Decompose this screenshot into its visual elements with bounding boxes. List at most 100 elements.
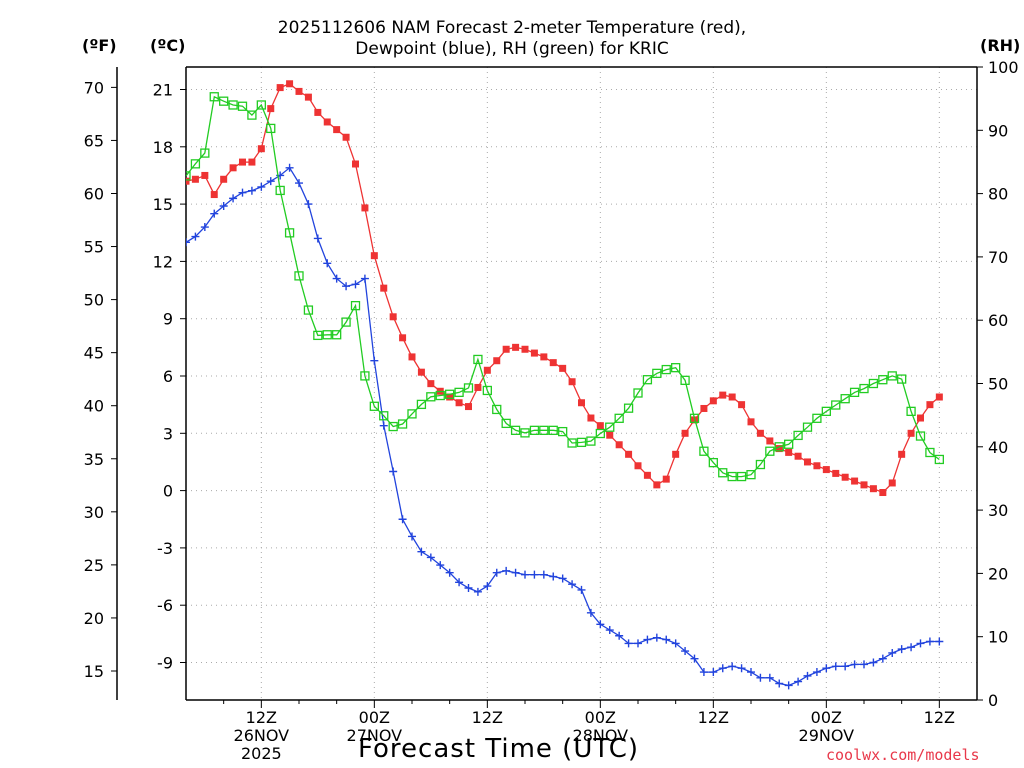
dewpoint-point (530, 570, 539, 579)
2-meter-temperature-point (191, 175, 199, 183)
dewpoint-point (238, 188, 247, 197)
rh-tick-label: 100 (988, 58, 1019, 77)
dewpoint-point (200, 223, 209, 232)
relative-humidity-point (416, 399, 427, 410)
dewpoint-point (586, 608, 595, 617)
2-meter-temperature-point (822, 466, 830, 474)
dewpoint-point (916, 639, 925, 648)
celsius-tick-label: -3 (157, 539, 173, 558)
dewpoint-point (511, 568, 520, 577)
2-meter-temperature-point (907, 429, 915, 437)
2-meter-temperature-point (653, 481, 661, 489)
dewpoint-point (342, 282, 351, 291)
relative-humidity-point (303, 305, 314, 315)
relative-humidity-point (379, 411, 389, 421)
fahrenheit-tick-label: 20 (84, 609, 104, 628)
dewpoint-point (502, 566, 511, 575)
relative-humidity-point (680, 375, 690, 385)
dewpoint-point (812, 668, 821, 677)
relative-humidity-point (915, 431, 926, 441)
2-meter-temperature-point (417, 368, 425, 376)
2-meter-temperature-point (361, 204, 369, 212)
x-tick-label: 12Z (924, 708, 955, 727)
2-meter-temperature-point (775, 445, 783, 453)
dewpoint-point (850, 660, 859, 669)
2-meter-temperature-point (559, 364, 567, 372)
dewpoint-point (662, 635, 671, 644)
2-meter-temperature-point (869, 485, 877, 493)
2-meter-temperature-point (229, 164, 237, 172)
relative-humidity-point (435, 390, 445, 401)
relative-humidity-point (190, 159, 201, 169)
fahrenheit-tick-label: 65 (84, 131, 104, 150)
celsius-tick-label: 9 (163, 310, 173, 329)
2-meter-temperature-point (389, 313, 397, 321)
relative-humidity-point (586, 436, 596, 446)
celsius-tick-label: 15 (153, 195, 173, 214)
2-meter-temperature-point (766, 437, 774, 445)
relative-humidity-point (426, 392, 436, 402)
relative-humidity-point (228, 100, 238, 110)
relative-humidity-point (897, 374, 907, 384)
2-meter-temperature-point (201, 171, 209, 179)
relative-humidity-point (821, 406, 831, 417)
2-meter-temperature-point (832, 469, 840, 477)
dewpoint-point (295, 179, 303, 188)
relative-humidity-point (802, 422, 813, 432)
relative-humidity-point (765, 446, 775, 456)
dewpoint-point (408, 532, 416, 541)
dewpoint-point (210, 209, 219, 218)
2-meter-temperature-point (483, 366, 491, 374)
dewpoint-point (445, 568, 454, 577)
2-meter-temperature-point (587, 414, 595, 422)
relative-humidity-point (793, 430, 803, 441)
relative-humidity-point (859, 383, 869, 394)
2-meter-temperature-point (935, 393, 943, 401)
2-meter-temperature-point (615, 441, 623, 449)
dewpoint-point (455, 578, 464, 587)
2-meter-temperature-point (465, 403, 472, 411)
relative-humidity-line (186, 95, 940, 478)
2-meter-temperature-point (304, 93, 312, 101)
dewpoint-point (483, 582, 492, 591)
2-meter-temperature-point (813, 462, 821, 470)
2-meter-temperature-point (596, 422, 604, 430)
dewpoint-point (907, 643, 916, 652)
dewpoint-point (360, 274, 369, 283)
2-meter-temperature-point (549, 359, 557, 367)
2-meter-temperature-point (352, 160, 359, 168)
relative-humidity-point (186, 171, 191, 181)
relative-humidity-point (614, 413, 624, 423)
2-meter-temperature-point (888, 479, 896, 487)
2-meter-temperature-point (427, 380, 435, 388)
relative-humidity-point (755, 459, 766, 470)
2-meter-temperature-point (342, 133, 350, 141)
rh-tick-label: 30 (988, 501, 1008, 520)
2-meter-temperature-point (728, 393, 736, 401)
2-meter-temperature-point (210, 191, 218, 199)
2-meter-temperature-point (257, 145, 265, 153)
x-tick-label: 29NOV (799, 726, 855, 745)
relative-humidity-point (784, 439, 794, 449)
relative-humidity-point (661, 364, 671, 375)
2-meter-temperature-point (370, 252, 378, 260)
dewpoint-point (379, 421, 388, 430)
relative-humidity-point (849, 387, 860, 398)
relative-humidity-point (369, 401, 379, 411)
2-meter-temperature-point (323, 118, 331, 126)
relative-humidity-point (774, 442, 784, 452)
dewpoint-point (370, 356, 379, 365)
dewpoint-point (568, 580, 577, 589)
relative-humidity-point (718, 468, 728, 478)
dewpoint-point (473, 587, 482, 596)
relative-humidity-point (887, 371, 897, 381)
dewpoint-point (521, 570, 529, 579)
2-meter-temperature-point (286, 80, 294, 88)
relative-humidity-point (275, 185, 285, 196)
dewpoint-point (718, 664, 727, 673)
2-meter-temperature-point (860, 481, 868, 489)
dewpoint-point (775, 679, 784, 688)
x-tick-label: 12Z (698, 708, 729, 727)
celsius-tick-label: 12 (153, 252, 173, 271)
2-meter-temperature-point (747, 418, 755, 426)
